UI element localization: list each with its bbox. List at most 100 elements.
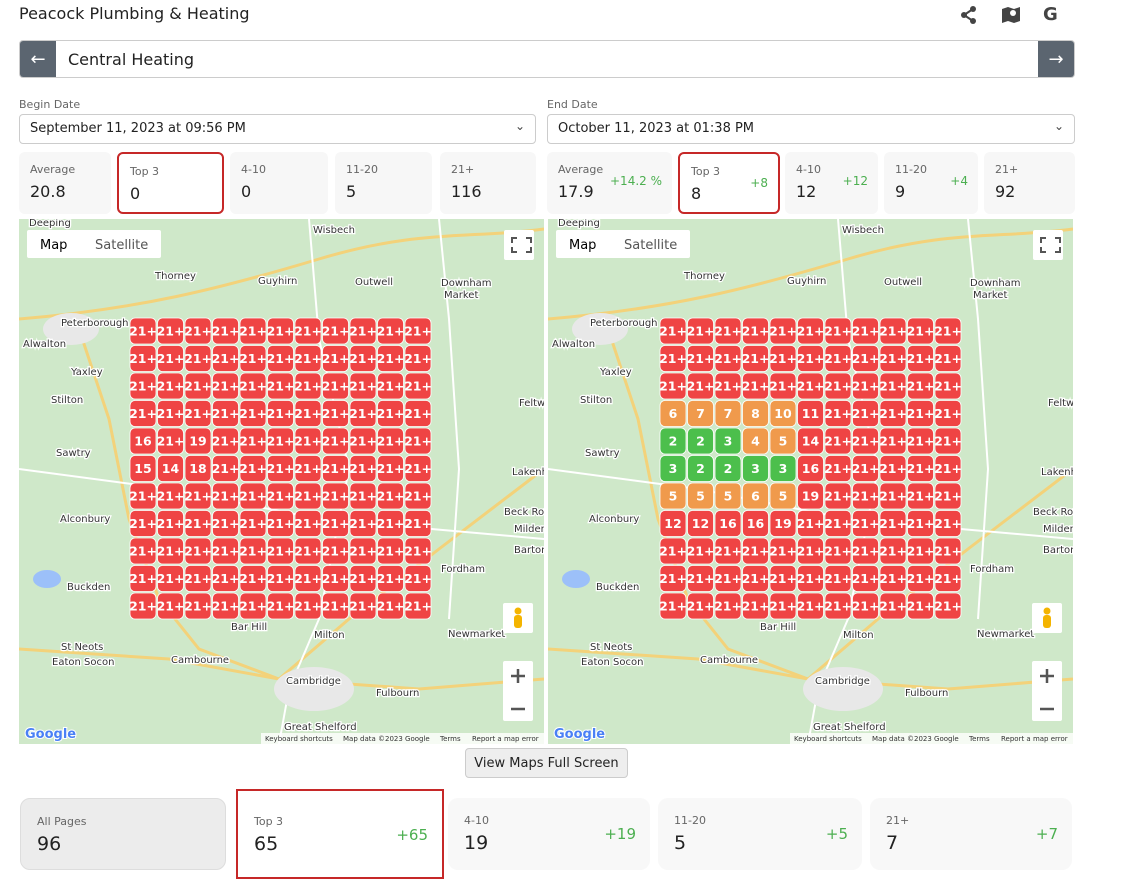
rank-cell[interactable] xyxy=(852,317,879,345)
rank-cell[interactable] xyxy=(907,317,934,345)
rank-cell[interactable] xyxy=(797,482,824,510)
summary-card[interactable]: 4-10 19 +19 xyxy=(448,798,650,870)
rank-cell[interactable] xyxy=(404,400,432,427)
rank-cell[interactable] xyxy=(377,400,404,427)
rank-cell[interactable] xyxy=(852,565,879,592)
rank-cell[interactable] xyxy=(239,427,267,455)
summary-card[interactable]: 11-20 5 +5 xyxy=(658,798,862,870)
rank-cell[interactable] xyxy=(212,537,239,565)
rank-cell[interactable] xyxy=(797,372,824,400)
rank-cell[interactable] xyxy=(797,537,824,565)
fullscreen-control[interactable] xyxy=(1033,230,1063,260)
rank-cell[interactable] xyxy=(212,427,239,455)
rank-cell[interactable] xyxy=(377,592,404,620)
rank-cell[interactable] xyxy=(157,400,184,427)
rank-cell[interactable] xyxy=(129,372,157,400)
rank-cell[interactable] xyxy=(824,455,852,482)
rank-cell[interactable] xyxy=(239,510,267,537)
rank-cell[interactable] xyxy=(267,565,294,592)
rank-cell[interactable] xyxy=(907,427,934,455)
satellite-button[interactable]: Satellite xyxy=(624,238,677,253)
rank-cell[interactable] xyxy=(659,317,687,345)
rank-cell[interactable] xyxy=(797,565,824,592)
rank-cell[interactable] xyxy=(824,317,852,345)
rank-cell[interactable] xyxy=(157,510,184,537)
rank-cell[interactable] xyxy=(267,537,294,565)
rank-cell[interactable] xyxy=(349,400,377,427)
rank-cell[interactable] xyxy=(294,372,322,400)
rank-cell[interactable] xyxy=(852,427,879,455)
rank-cell[interactable] xyxy=(377,372,404,400)
rank-cell[interactable] xyxy=(184,317,212,345)
rank-cell[interactable] xyxy=(157,565,184,592)
rank-cell[interactable] xyxy=(129,455,157,482)
google-icon[interactable]: G xyxy=(1043,4,1058,25)
rank-cell[interactable] xyxy=(879,510,907,537)
rank-cell[interactable] xyxy=(239,372,267,400)
full-screen-button[interactable]: View Maps Full Screen xyxy=(465,748,628,778)
satellite-button[interactable]: Satellite xyxy=(95,238,148,253)
rank-cell[interactable] xyxy=(157,537,184,565)
rank-cell[interactable] xyxy=(659,482,687,510)
rank-cell[interactable] xyxy=(852,400,879,427)
rank-cell[interactable] xyxy=(184,510,212,537)
rank-cell[interactable] xyxy=(212,510,239,537)
rank-cell[interactable] xyxy=(742,400,769,427)
rank-cell[interactable] xyxy=(852,372,879,400)
rank-cell[interactable] xyxy=(239,455,267,482)
rank-cell[interactable] xyxy=(714,537,742,565)
date-select[interactable]: September 11, 2023 at 09:56 PM ⌄ xyxy=(19,114,536,144)
rank-cell[interactable] xyxy=(377,537,404,565)
rank-cell[interactable] xyxy=(852,537,879,565)
rank-cell[interactable] xyxy=(797,427,824,455)
rank-cell[interactable] xyxy=(769,400,797,427)
rank-cell[interactable] xyxy=(687,510,714,537)
rank-cell[interactable] xyxy=(797,455,824,482)
rank-cell[interactable] xyxy=(714,565,742,592)
rank-cell[interactable] xyxy=(157,482,184,510)
rank-cell[interactable] xyxy=(687,455,714,482)
rank-cell[interactable] xyxy=(212,345,239,372)
rank-cell[interactable] xyxy=(184,455,212,482)
rank-cell[interactable] xyxy=(659,537,687,565)
rank-cell[interactable] xyxy=(349,592,377,620)
rank-cell[interactable] xyxy=(267,592,294,620)
rank-cell[interactable] xyxy=(212,565,239,592)
rank-cell[interactable] xyxy=(129,482,157,510)
rank-cell[interactable] xyxy=(322,317,349,345)
rank-cell[interactable] xyxy=(824,510,852,537)
rank-cell[interactable] xyxy=(742,482,769,510)
prev-button[interactable]: ← xyxy=(20,41,56,77)
rank-cell[interactable] xyxy=(797,317,824,345)
rank-cell[interactable] xyxy=(184,345,212,372)
rank-cell[interactable] xyxy=(322,455,349,482)
rank-cell[interactable] xyxy=(852,345,879,372)
rank-cell[interactable] xyxy=(824,372,852,400)
rank-cell[interactable] xyxy=(129,510,157,537)
rank-cell[interactable] xyxy=(377,565,404,592)
rank-cell[interactable] xyxy=(294,482,322,510)
rank-cell[interactable] xyxy=(714,482,742,510)
rank-cell[interactable] xyxy=(404,317,432,345)
rank-cell[interactable] xyxy=(659,455,687,482)
rank-cell[interactable] xyxy=(879,345,907,372)
rank-cell[interactable] xyxy=(212,317,239,345)
rank-cell[interactable] xyxy=(742,317,769,345)
rank-cell[interactable] xyxy=(129,592,157,620)
rank-cell[interactable] xyxy=(714,455,742,482)
rank-cell[interactable] xyxy=(769,565,797,592)
rank-cell[interactable] xyxy=(879,372,907,400)
rank-cell[interactable] xyxy=(349,455,377,482)
rank-cell[interactable] xyxy=(879,565,907,592)
rank-cell[interactable] xyxy=(934,565,962,592)
rank-cell[interactable] xyxy=(377,317,404,345)
rank-cell[interactable] xyxy=(322,565,349,592)
rank-cell[interactable] xyxy=(377,510,404,537)
rank-cell[interactable] xyxy=(852,482,879,510)
map[interactable]: Deeping Wisbech Thorney Guyhirn Outwell Downh… xyxy=(548,219,1073,744)
rank-cell[interactable] xyxy=(322,345,349,372)
rank-cell[interactable] xyxy=(404,427,432,455)
rank-cell[interactable] xyxy=(824,537,852,565)
rank-cell[interactable] xyxy=(907,345,934,372)
rank-cell[interactable] xyxy=(659,565,687,592)
